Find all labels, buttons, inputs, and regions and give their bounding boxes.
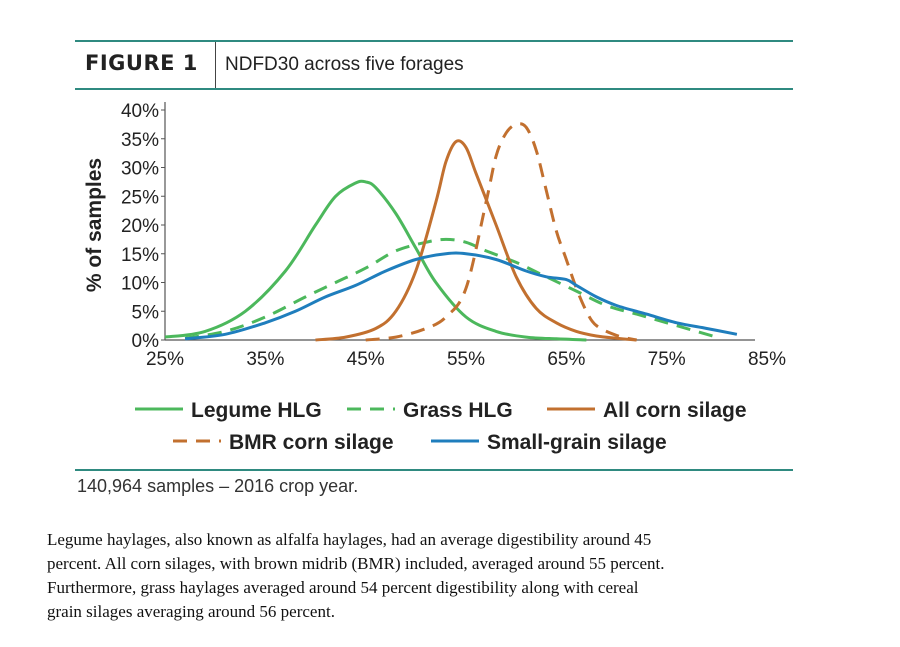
legend-label: BMR corn silage (229, 431, 394, 454)
y-tick-label: 30% (121, 159, 159, 180)
paragraph-line: Furthermore, grass haylages averaged aro… (47, 578, 639, 597)
series-line-small-grain-silage (184, 251, 738, 341)
x-tick-label: 65% (547, 349, 585, 370)
legend-label: Legume HLG (191, 399, 322, 422)
series-line-grass-hlg (184, 237, 718, 340)
figure-title: NDFD30 across five forages (225, 54, 464, 75)
x-tick-label: 75% (648, 349, 686, 370)
figure-label: FIGURE 1 (85, 51, 198, 75)
legend-label: Small-grain silage (487, 431, 667, 454)
x-tick-label: 85% (748, 349, 786, 370)
header-top-rule (75, 40, 793, 42)
sample-note: 140,964 samples – 2016 crop year. (77, 476, 359, 496)
header-divider (215, 42, 216, 88)
legend-label: Grass HLG (403, 399, 513, 422)
y-tick-label: 25% (121, 187, 159, 208)
legend-label: All corn silage (603, 399, 747, 422)
y-tick-label: 35% (121, 130, 159, 151)
figure-header: FIGURE 1 NDFD30 across five forages (75, 42, 793, 88)
y-tick-label: 0% (132, 331, 160, 352)
y-tick-label: 20% (121, 216, 159, 237)
header-bottom-rule (75, 88, 793, 90)
series-line-bmr-corn-silage (365, 122, 637, 342)
y-tick-label: 15% (121, 245, 159, 266)
y-tick-label: 40% (121, 101, 159, 122)
paragraph-line: grain silages averaging around 56 percen… (47, 602, 335, 621)
summary-paragraph: Legume haylages, also known as alfalfa h… (47, 528, 847, 624)
x-tick-label: 35% (246, 349, 284, 370)
x-tick-label: 45% (347, 349, 385, 370)
paragraph-line: percent. All corn silages, with brown mi… (47, 554, 665, 573)
series-line-all-corn-silage (315, 139, 637, 342)
x-tick-label: 55% (447, 349, 485, 370)
y-tick-label: 5% (132, 302, 160, 323)
series-line-legume-hlg (164, 179, 587, 342)
ndfd30-chart: 0% 5% 10% 15% 20% 25% 30% 35% 40% 25% 35% 45% 55% 65%… (83, 101, 786, 454)
x-tick-label: 25% (146, 349, 184, 370)
y-axis-title: % of samples (83, 158, 106, 292)
chart-bottom-rule (75, 469, 793, 471)
paragraph-line: Legume haylages, also known as alfalfa h… (47, 530, 652, 549)
y-tick-label: 10% (121, 274, 159, 295)
